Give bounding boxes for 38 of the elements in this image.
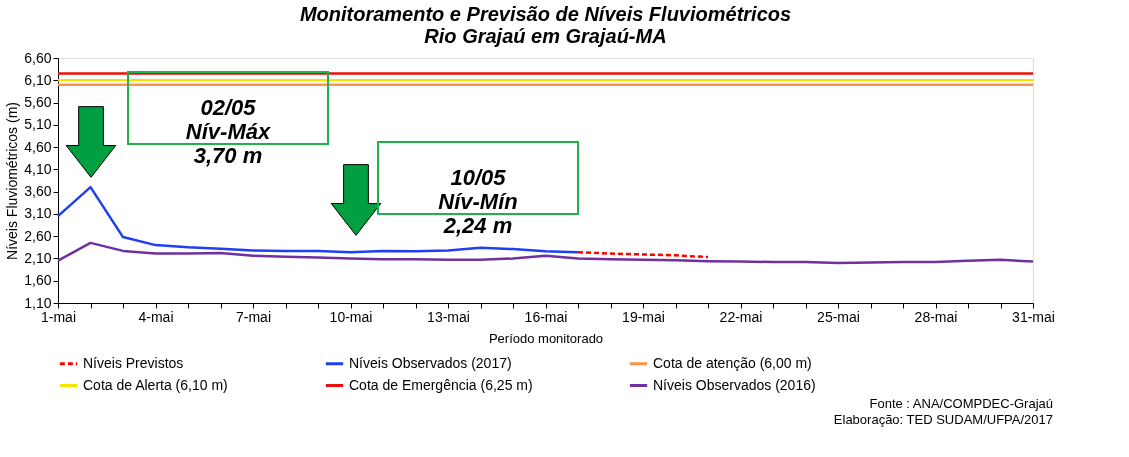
x-axis-title: Período monitorado [488, 330, 604, 346]
y-tick-label: 4,60 [24, 138, 52, 155]
y-tick-label: 1,10 [24, 294, 52, 311]
x-tick-label: 16-mai [524, 308, 568, 325]
legend-label: Cota de Alerta (6,10 m) [83, 376, 228, 393]
legend-label: Níveis Previstos [83, 354, 184, 371]
x-tick-label: 19-mai [622, 308, 665, 325]
legend-label: Cota de atenção (6,00 m) [653, 354, 812, 371]
y-tick-label: 2,60 [24, 227, 52, 244]
annotation: 02/05 Nív-Máx 3,70 m [185, 95, 271, 168]
y-tick-label: 2,10 [24, 249, 52, 266]
y-tick-label: 6,60 [24, 49, 52, 66]
y-tick-label: 6,10 [24, 71, 52, 88]
x-tick-label: 13-mai [427, 308, 470, 325]
line-series [56, 241, 1035, 265]
y-tick-label: 4,10 [24, 160, 52, 177]
chart-title: Monitoramento e Previsão de Níveis Fluviométricos Rio Grajaú em Grajaú-MA [299, 3, 792, 47]
x-tick-label: 10-mai [329, 308, 373, 325]
annotation: 10/05 Nív-Mín 2,24 m [438, 165, 518, 238]
line-series [56, 185, 580, 254]
x-tick-label: 7-mai [235, 308, 272, 325]
y-tick-label: 3,60 [24, 183, 52, 200]
text: Elaboração: TED SUDAM/UFPA/2017 [833, 412, 1053, 427]
legend-label: Níveis Observados (2016) [653, 376, 816, 393]
x-tick-label: 4-mai [138, 308, 174, 325]
y-tick-label: 3,10 [24, 205, 52, 222]
y-tick-label: 5,10 [24, 116, 52, 133]
y-axis-title: Níveis Fluviométricos (m) [4, 102, 21, 260]
x-tick-label: 28-mai [914, 308, 958, 325]
y-tick-label: 5,60 [24, 94, 52, 111]
x-tick-label: 31-mai [1012, 308, 1055, 325]
source-note: Fonte : ANA/COMPDEC-Grajaú [869, 396, 1053, 411]
x-tick-label: 25-mai [817, 308, 860, 325]
x-tick-label: 22-mai [719, 308, 763, 325]
y-tick-label: 1,60 [24, 272, 52, 289]
x-tick-label: 1-mai [40, 308, 77, 325]
legend-label: Níveis Observados (2017) [349, 354, 512, 371]
legend-label: Cota de Emergência (6,25 m) [349, 376, 533, 393]
